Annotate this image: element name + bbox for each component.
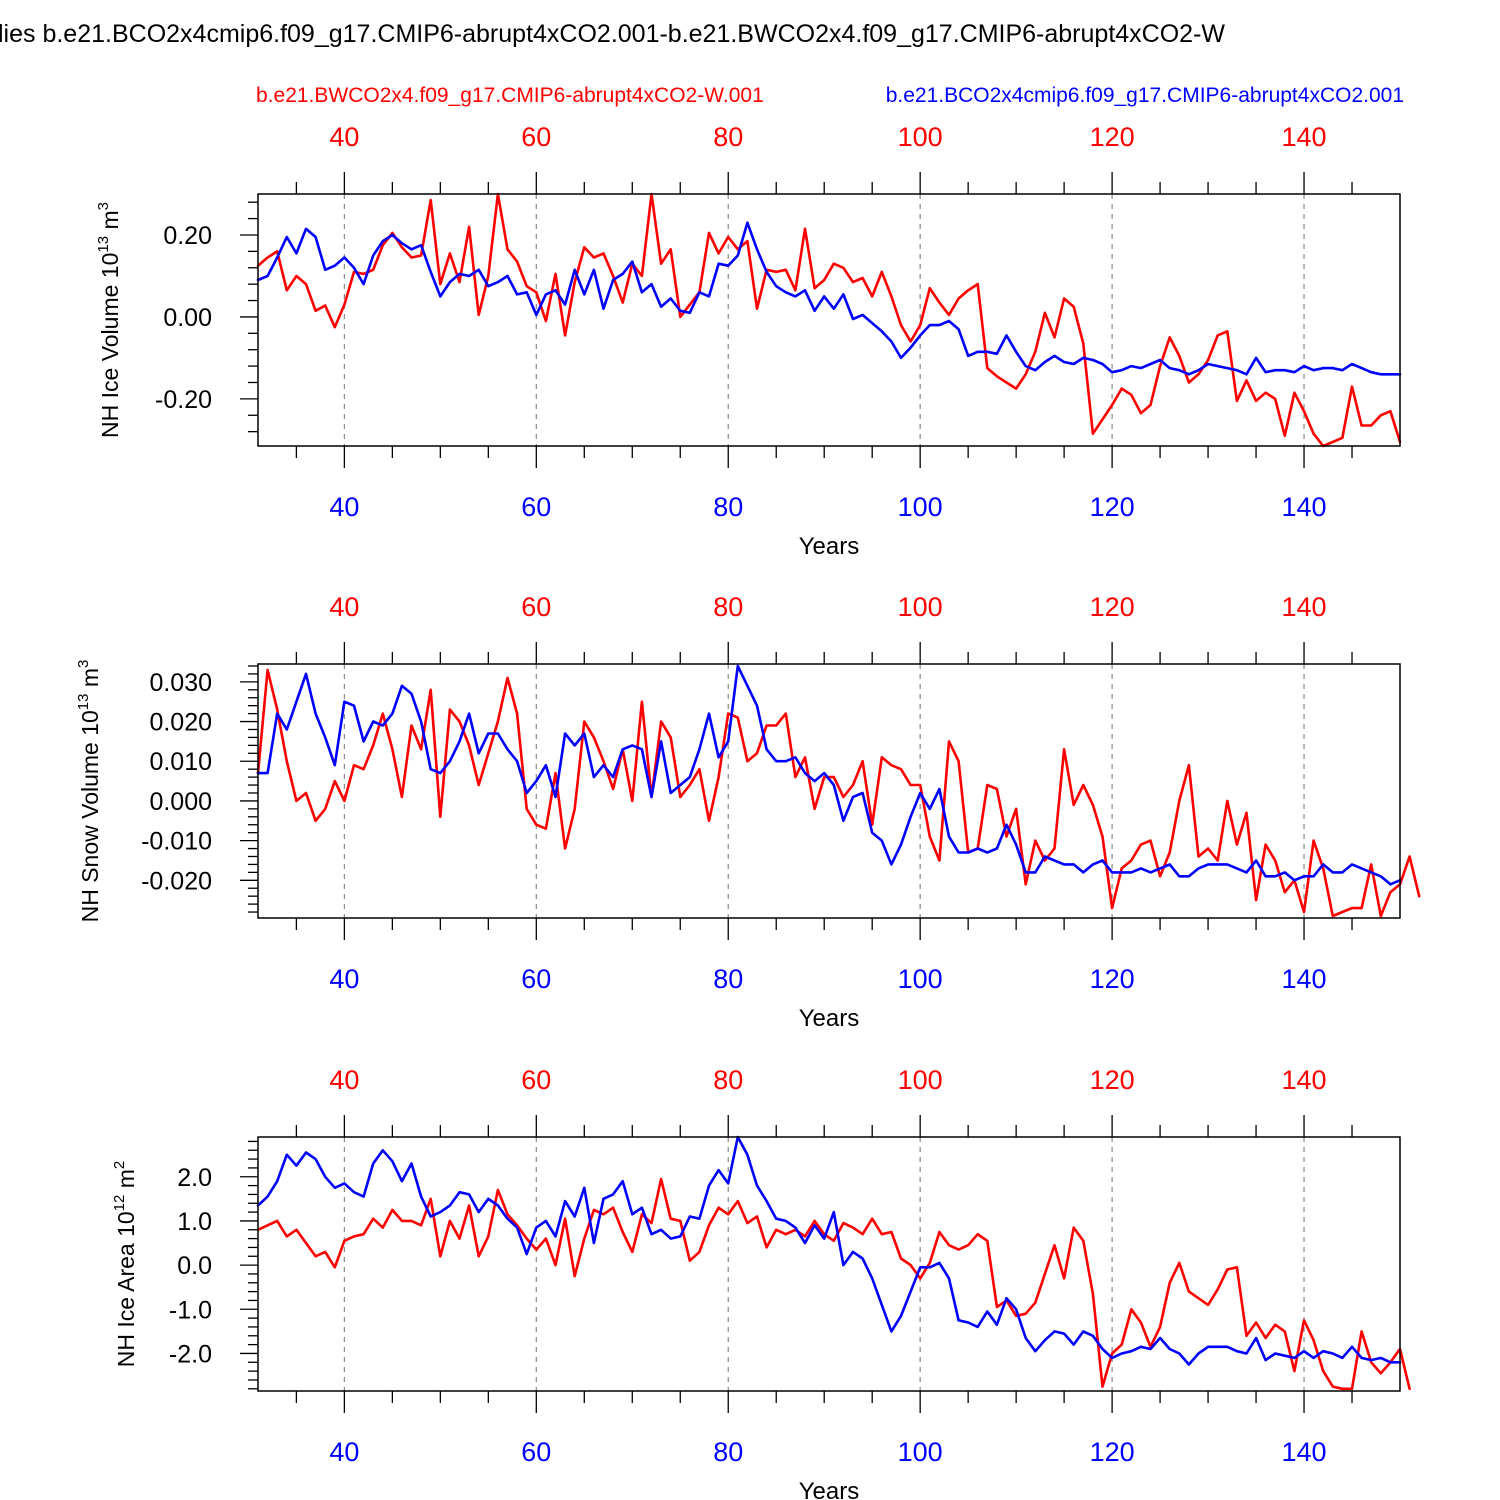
xtick-label-top: 100 [898, 1065, 943, 1095]
legend-red-series-label: b.e21.BWCO2x4.f09_g17.CMIP6-abrupt4xCO2-… [256, 84, 764, 107]
xtick-label-top: 120 [1090, 1065, 1135, 1095]
xtick-label-top: 100 [898, 592, 943, 622]
xtick-label-top: 40 [329, 1065, 359, 1095]
x-axis-title: Years [799, 533, 860, 560]
ytick-label: 0.0 [177, 1252, 212, 1280]
ytick-label: 0.00 [163, 304, 212, 332]
y-axis-title-text: NH Ice Volume 10 [97, 253, 123, 438]
xtick-label-bottom: 40 [329, 964, 359, 994]
xtick-label-top: 60 [521, 592, 551, 622]
xtick-label-top: 140 [1282, 1065, 1327, 1095]
series-line-blue [256, 221, 1402, 376]
panel-snow-volume: 0.030 0.020 0.010 0.000 -0.010 -0.020 40 40 60 60… [75, 592, 1421, 1032]
xtick-label-top: 140 [1282, 592, 1327, 622]
y-axis-title-text: m [113, 1169, 139, 1195]
xtick-label-top: 80 [713, 1065, 743, 1095]
panels-group: 0.20 0.00 -0.20 40 40 60 60 80 80 100 100 120 120 140… [75, 122, 1421, 1500]
series-line-red [256, 668, 1421, 918]
ytick-label: 0.20 [163, 222, 212, 250]
panel-ice-area: 2.0 1.0 0.0 -1.0 -2.0 40 40 60 60 80 80 100 100 120 12… [111, 1065, 1411, 1500]
y-axis-title-superscript: 2 [111, 1161, 128, 1169]
series-line-blue [256, 664, 1402, 886]
y-axis-title-text: NH Snow Volume 10 [77, 710, 103, 922]
y-axis-title: NH Snow Volume 1013 m3 [75, 660, 103, 923]
xtick-label-top: 120 [1090, 122, 1135, 152]
y-axis-title-superscript: 3 [75, 660, 92, 668]
x-axis-title: Years [799, 1478, 860, 1500]
y-axis-title: NH Ice Area 1012 m2 [111, 1161, 139, 1368]
ytick-label: -1.0 [169, 1296, 212, 1324]
plot-frame [257, 1136, 1401, 1392]
x-axis-title: Years [799, 1005, 860, 1032]
panel-ice-volume: 0.20 0.00 -0.20 40 40 60 60 80 80 100 100 120 120 140… [95, 122, 1402, 560]
xtick-label-top: 40 [329, 122, 359, 152]
xtick-label-top: 80 [713, 122, 743, 152]
series-line-red [256, 192, 1402, 448]
xtick-label-bottom: 40 [329, 492, 359, 522]
xtick-label-bottom: 40 [329, 1437, 359, 1467]
y-axis-title-text: m [97, 210, 123, 236]
xtick-label-bottom: 80 [713, 964, 743, 994]
xtick-label-bottom: 100 [898, 492, 943, 522]
y-axis-title-text: NH Ice Area 10 [113, 1211, 139, 1367]
figure-title: lies b.e21.BCO2x4cmip6.f09_g17.CMIP6-abr… [0, 20, 1225, 48]
xtick-label-bottom: 80 [713, 1437, 743, 1467]
xtick-label-top: 60 [521, 1065, 551, 1095]
ytick-label: -0.020 [141, 867, 212, 895]
y-axis-title-superscript: 3 [95, 202, 112, 210]
ytick-label: 2.0 [177, 1164, 212, 1192]
plot-frame [257, 663, 1401, 919]
y-axis-title-superscript: 13 [75, 693, 92, 710]
xtick-label-bottom: 100 [898, 1437, 943, 1467]
xtick-label-bottom: 100 [898, 964, 943, 994]
xtick-label-top: 100 [898, 122, 943, 152]
xtick-label-bottom: 140 [1282, 964, 1327, 994]
ytick-label: -0.010 [141, 828, 212, 856]
xtick-label-bottom: 140 [1282, 492, 1327, 522]
ytick-label: 0.000 [149, 788, 212, 816]
xtick-label-top: 120 [1090, 592, 1135, 622]
xtick-label-bottom: 60 [521, 964, 551, 994]
xtick-label-top: 60 [521, 122, 551, 152]
series-line-blue [256, 1135, 1402, 1366]
xtick-label-top: 40 [329, 592, 359, 622]
xtick-label-bottom: 60 [521, 1437, 551, 1467]
legend-blue-series-label: b.e21.BCO2x4cmip6.f09_g17.CMIP6-abrupt4x… [886, 84, 1404, 107]
xtick-label-top: 140 [1282, 122, 1327, 152]
plot-frame [257, 193, 1401, 447]
xtick-label-bottom: 120 [1090, 1437, 1135, 1467]
xtick-label-bottom: 140 [1282, 1437, 1327, 1467]
y-axis-title-text: m [77, 668, 103, 694]
ytick-label: 0.020 [149, 709, 212, 737]
xtick-label-bottom: 120 [1090, 964, 1135, 994]
ytick-label: -0.20 [155, 386, 212, 414]
ytick-label: 1.0 [177, 1208, 212, 1236]
y-axis-title-superscript: 13 [95, 236, 112, 253]
ytick-label: -2.0 [169, 1340, 212, 1368]
xtick-label-bottom: 120 [1090, 492, 1135, 522]
xtick-label-top: 80 [713, 592, 743, 622]
y-axis-title: NH Ice Volume 1013 m3 [95, 202, 123, 438]
xtick-label-bottom: 80 [713, 492, 743, 522]
xtick-label-bottom: 60 [521, 492, 551, 522]
ytick-label: 0.030 [149, 669, 212, 697]
y-axis-title-superscript: 12 [111, 1195, 128, 1212]
ytick-label: 0.010 [149, 748, 212, 776]
series-line-red [256, 1177, 1411, 1391]
